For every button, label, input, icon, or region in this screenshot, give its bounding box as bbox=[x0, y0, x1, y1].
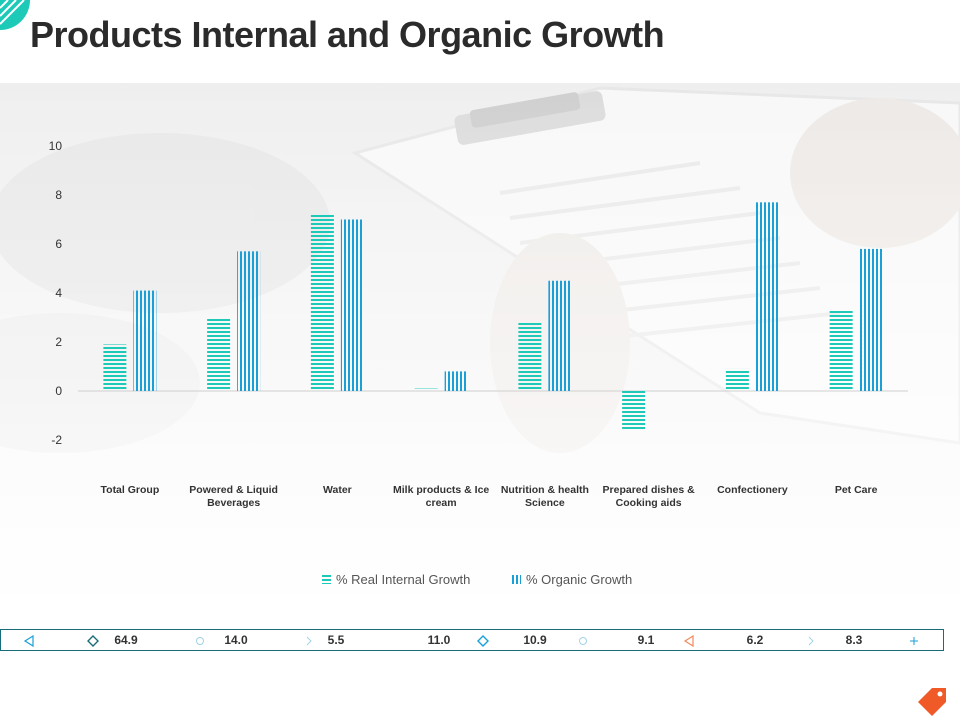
kpi-value: 64.9 bbox=[114, 633, 138, 647]
x-category-label: Beverages bbox=[207, 497, 260, 509]
circle-icon bbox=[577, 634, 589, 646]
bar-organic-growth bbox=[237, 251, 261, 391]
x-category-label: cream bbox=[426, 497, 457, 509]
diamond-icon bbox=[87, 634, 99, 647]
kpi-value: 6.2 bbox=[746, 633, 764, 647]
bar-real-internal-growth bbox=[829, 310, 853, 391]
corner-stripes-decoration bbox=[0, 0, 30, 30]
legend-label: % Organic Growth bbox=[526, 572, 632, 587]
circle-icon bbox=[194, 634, 206, 646]
y-tick-label: -2 bbox=[51, 433, 62, 447]
x-category-label: Cooking aids bbox=[616, 497, 682, 509]
y-tick-label: 10 bbox=[49, 139, 63, 153]
y-tick-label: 2 bbox=[55, 335, 62, 349]
legend-swatch-organic bbox=[512, 575, 521, 584]
y-tick-label: 8 bbox=[55, 188, 62, 202]
background-photo bbox=[0, 83, 960, 620]
diamond-icon bbox=[477, 634, 489, 647]
kpi-value: 11.0 bbox=[427, 633, 451, 647]
bar-real-internal-growth bbox=[103, 344, 127, 391]
x-category-label: Total Group bbox=[101, 484, 160, 496]
bar-organic-growth bbox=[548, 280, 572, 391]
x-category-label: Prepared dishes & bbox=[603, 484, 696, 496]
legend-swatch-real bbox=[322, 575, 331, 584]
bar-real-internal-growth bbox=[207, 317, 231, 391]
bar-real-internal-growth bbox=[518, 322, 542, 391]
bar-real-internal-growth bbox=[414, 388, 438, 391]
y-tick-label: 4 bbox=[55, 286, 62, 300]
bar-organic-growth bbox=[444, 371, 468, 391]
x-category-label: Confectionery bbox=[717, 484, 788, 496]
kpi-value: 5.5 bbox=[327, 633, 345, 647]
triangle-left-icon bbox=[23, 634, 35, 648]
x-category-label: Pet Care bbox=[835, 484, 878, 496]
x-category-label: Milk products & Ice bbox=[393, 484, 489, 496]
x-category-label: Nutrition & health bbox=[501, 484, 589, 496]
page-title: Products Internal and Organic Growth bbox=[30, 14, 665, 55]
kpi-value: 10.9 bbox=[523, 633, 547, 647]
plus-icon bbox=[908, 634, 920, 646]
y-tick-label: 6 bbox=[55, 237, 62, 251]
kpi-value: 14.0 bbox=[224, 633, 248, 647]
bar-real-internal-growth bbox=[622, 391, 646, 431]
bar-organic-growth bbox=[133, 290, 157, 391]
bar-real-internal-growth bbox=[725, 368, 749, 391]
kpi-value: 8.3 bbox=[845, 633, 863, 647]
chevron-right-icon bbox=[805, 634, 817, 646]
price-tag-icon bbox=[918, 688, 946, 716]
bar-chart: -2 0 2 4 6 8 10 Total Group Powered & LiquidBev… bbox=[49, 139, 908, 587]
kpi-value: 9.1 bbox=[637, 633, 655, 647]
legend-label: % Real Internal Growth bbox=[336, 572, 470, 587]
bar-organic-growth bbox=[755, 202, 779, 391]
x-category-label: Powered & Liquid bbox=[189, 484, 278, 496]
x-category-label: Water bbox=[323, 484, 352, 496]
bar-organic-growth bbox=[340, 219, 364, 391]
kpi-strip: 64.9 14.0 5.5 11.0 10.9 9.1 6.2 8.3 bbox=[0, 629, 944, 651]
chevron-right-icon bbox=[303, 634, 315, 646]
triangle-left-icon bbox=[683, 634, 695, 648]
x-category-label: Science bbox=[525, 497, 565, 509]
y-tick-label: 0 bbox=[55, 384, 62, 398]
bar-real-internal-growth bbox=[310, 214, 334, 391]
bar-organic-growth bbox=[859, 248, 883, 391]
